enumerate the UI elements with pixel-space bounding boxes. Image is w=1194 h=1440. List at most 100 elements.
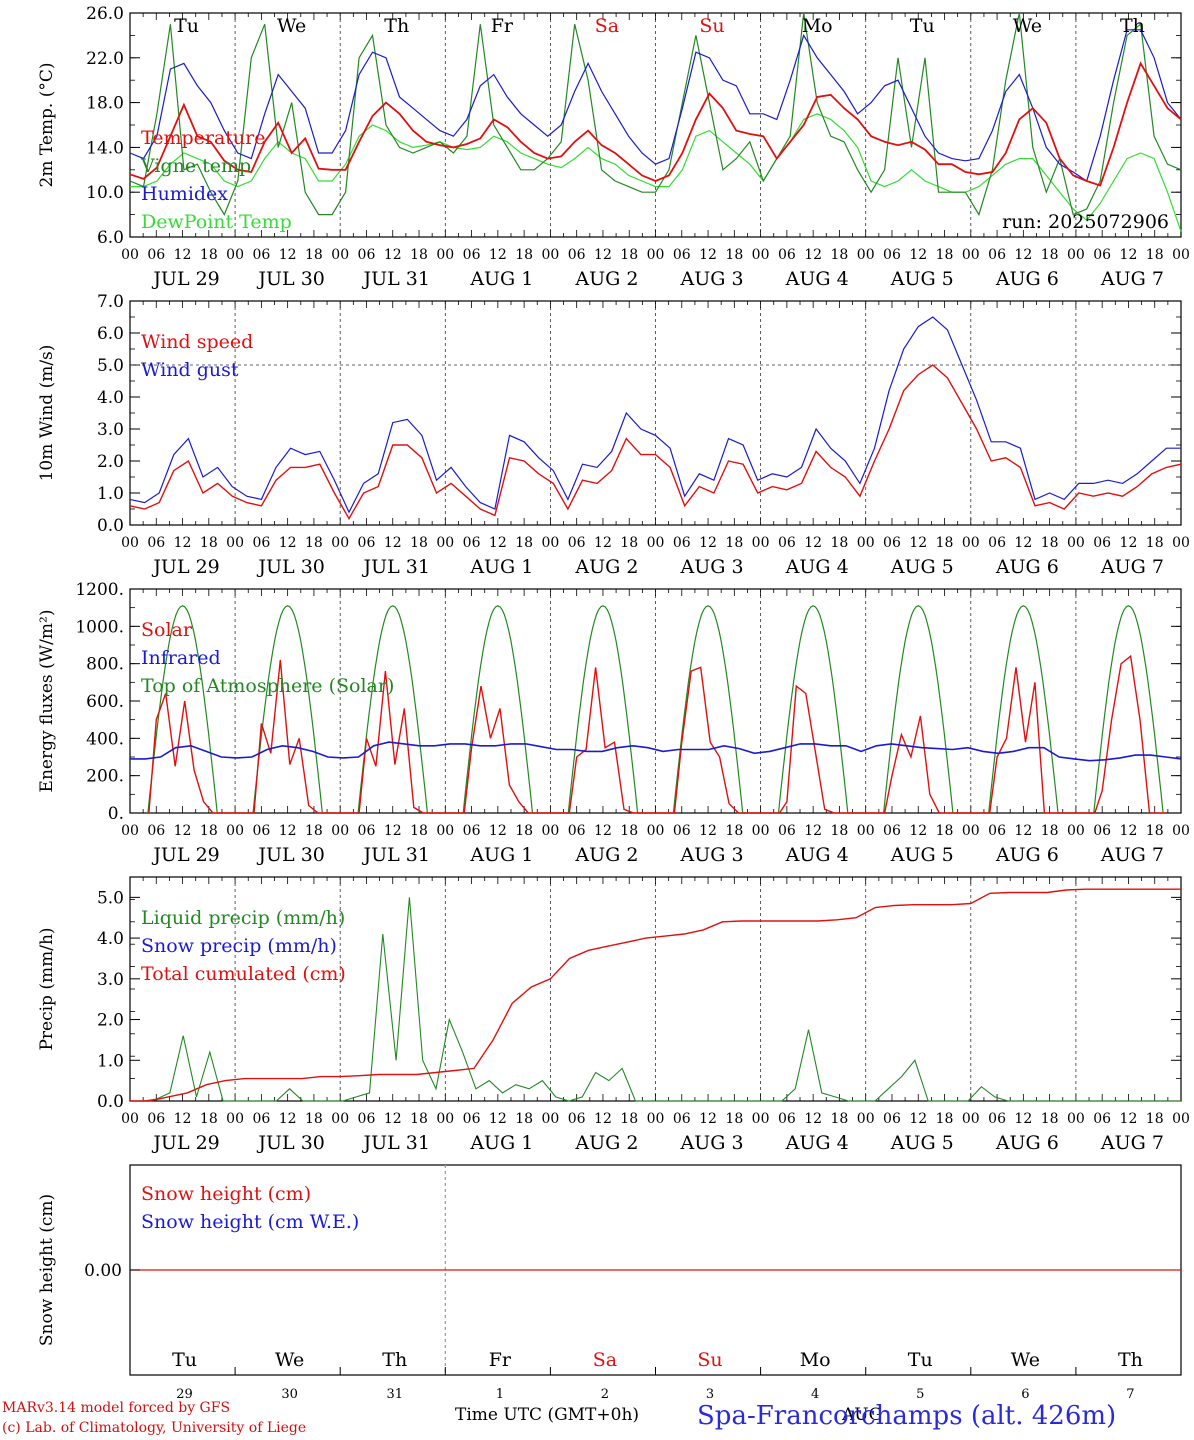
date-label: AUG 1 <box>469 556 533 578</box>
hour-label: 12 <box>279 535 297 551</box>
hour-label: 06 <box>673 535 691 551</box>
day-number-label: 30 <box>281 1387 298 1400</box>
y-tick-label: 200. <box>86 767 124 787</box>
hour-label: 12 <box>384 535 402 551</box>
hour-label: 12 <box>384 1111 402 1127</box>
day-number-label: 5 <box>916 1387 924 1400</box>
date-label: AUG 2 <box>574 556 638 578</box>
hour-label: 12 <box>1014 823 1032 839</box>
day-number-label: 4 <box>811 1387 819 1400</box>
hour-label: 00 <box>1172 823 1190 839</box>
hour-label: 06 <box>358 535 376 551</box>
hour-label: 06 <box>463 1111 481 1127</box>
hour-label: 18 <box>305 535 323 551</box>
hour-label: 06 <box>673 823 691 839</box>
date-label: AUG 7 <box>1100 844 1164 866</box>
date-label: AUG 5 <box>890 556 954 578</box>
hour-label: 12 <box>1014 1111 1032 1127</box>
hour-label: 00 <box>331 823 349 839</box>
y-tick-label: 26.0 <box>86 4 124 24</box>
legend-entry: Wind speed <box>141 331 253 353</box>
hour-label: 06 <box>252 247 270 263</box>
hour-label: 00 <box>226 535 244 551</box>
date-label: JUL 31 <box>362 268 430 290</box>
legend-entry: DewPoint Temp <box>141 211 292 233</box>
series-line-temperature <box>129 61 1182 187</box>
series-line-humidex <box>129 29 1182 182</box>
hour-label: 00 <box>121 1111 139 1127</box>
hour-label: 06 <box>883 247 901 263</box>
hour-label: 18 <box>831 823 849 839</box>
hour-label: 06 <box>463 823 481 839</box>
hour-label: 12 <box>804 247 822 263</box>
hour-label: 06 <box>988 823 1006 839</box>
hour-label: 18 <box>620 1111 638 1127</box>
legend-entry: Humidex <box>141 183 228 205</box>
hour-label: 00 <box>647 1111 665 1127</box>
hour-label: 06 <box>1093 1111 1111 1127</box>
hour-label: 06 <box>358 1111 376 1127</box>
hour-label: 00 <box>1067 1111 1085 1127</box>
hour-label: 18 <box>936 823 954 839</box>
series-line-wind-gust <box>129 316 1181 514</box>
y-tick-label: 2.0 <box>97 452 124 472</box>
date-label: JUL 30 <box>256 268 324 290</box>
date-label: AUG 3 <box>680 268 744 290</box>
date-label: JUL 31 <box>362 844 430 866</box>
hour-label: 18 <box>1146 823 1164 839</box>
day-number-label: 2 <box>601 1387 609 1400</box>
y-tick-label: 6.0 <box>97 324 124 344</box>
hour-label: 00 <box>1067 823 1085 839</box>
hour-label: 18 <box>410 1111 428 1127</box>
y-tick-label: 600. <box>86 692 124 712</box>
hour-label: 00 <box>1172 247 1190 263</box>
hour-label: 00 <box>121 535 139 551</box>
hour-label: 12 <box>279 1111 297 1127</box>
day-number-label: 31 <box>386 1387 403 1400</box>
hour-label: 06 <box>778 823 796 839</box>
date-label: AUG 6 <box>995 556 1059 578</box>
hour-label: 00 <box>962 1111 980 1127</box>
legend-entry: Liquid precip (mm/h) <box>141 907 345 929</box>
hour-label: 00 <box>857 823 875 839</box>
hour-label: 00 <box>436 823 454 839</box>
series-line-solar <box>148 654 1166 814</box>
hour-label: 06 <box>1093 535 1111 551</box>
panel-frame <box>129 12 1182 238</box>
series-line-total-cumulated <box>130 888 1181 1102</box>
hour-label: 12 <box>909 1111 927 1127</box>
y-tick-label: 7.0 <box>97 292 124 312</box>
hour-label: 06 <box>778 247 796 263</box>
hour-label: 00 <box>1067 535 1085 551</box>
hour-label: 18 <box>305 1111 323 1127</box>
weekday-label: Mo <box>802 15 833 37</box>
hour-label: 18 <box>305 823 323 839</box>
date-label: AUG 4 <box>785 268 849 290</box>
hour-label: 12 <box>279 247 297 263</box>
hour-label: 12 <box>1120 247 1138 263</box>
y-tick-label: 800. <box>86 655 124 675</box>
date-label: AUG 1 <box>469 844 533 866</box>
hour-label: 06 <box>673 1111 691 1127</box>
weekday-label: Fr <box>489 1349 512 1371</box>
hour-label: 18 <box>1146 1111 1164 1127</box>
date-label: AUG 1 <box>469 1132 533 1154</box>
legend-entry: Snow precip (mm/h) <box>141 935 337 957</box>
hour-label: 00 <box>331 535 349 551</box>
y-tick-label: 400. <box>86 729 124 749</box>
hour-label: 18 <box>305 247 323 263</box>
y-tick-label: 3.0 <box>97 970 124 990</box>
hour-label: 18 <box>936 535 954 551</box>
date-label: AUG 2 <box>574 844 638 866</box>
date-label: JUL 30 <box>256 1132 324 1154</box>
hour-label: 18 <box>515 1111 533 1127</box>
hour-label: 18 <box>620 823 638 839</box>
y-tick-label: 3.0 <box>97 420 124 440</box>
hour-label: 00 <box>436 247 454 263</box>
hour-label: 00 <box>962 535 980 551</box>
hour-label: 12 <box>489 823 507 839</box>
hour-label: 18 <box>936 247 954 263</box>
hour-label: 18 <box>515 535 533 551</box>
hour-label: 12 <box>594 247 612 263</box>
y-tick-label: 2.0 <box>97 1011 124 1031</box>
